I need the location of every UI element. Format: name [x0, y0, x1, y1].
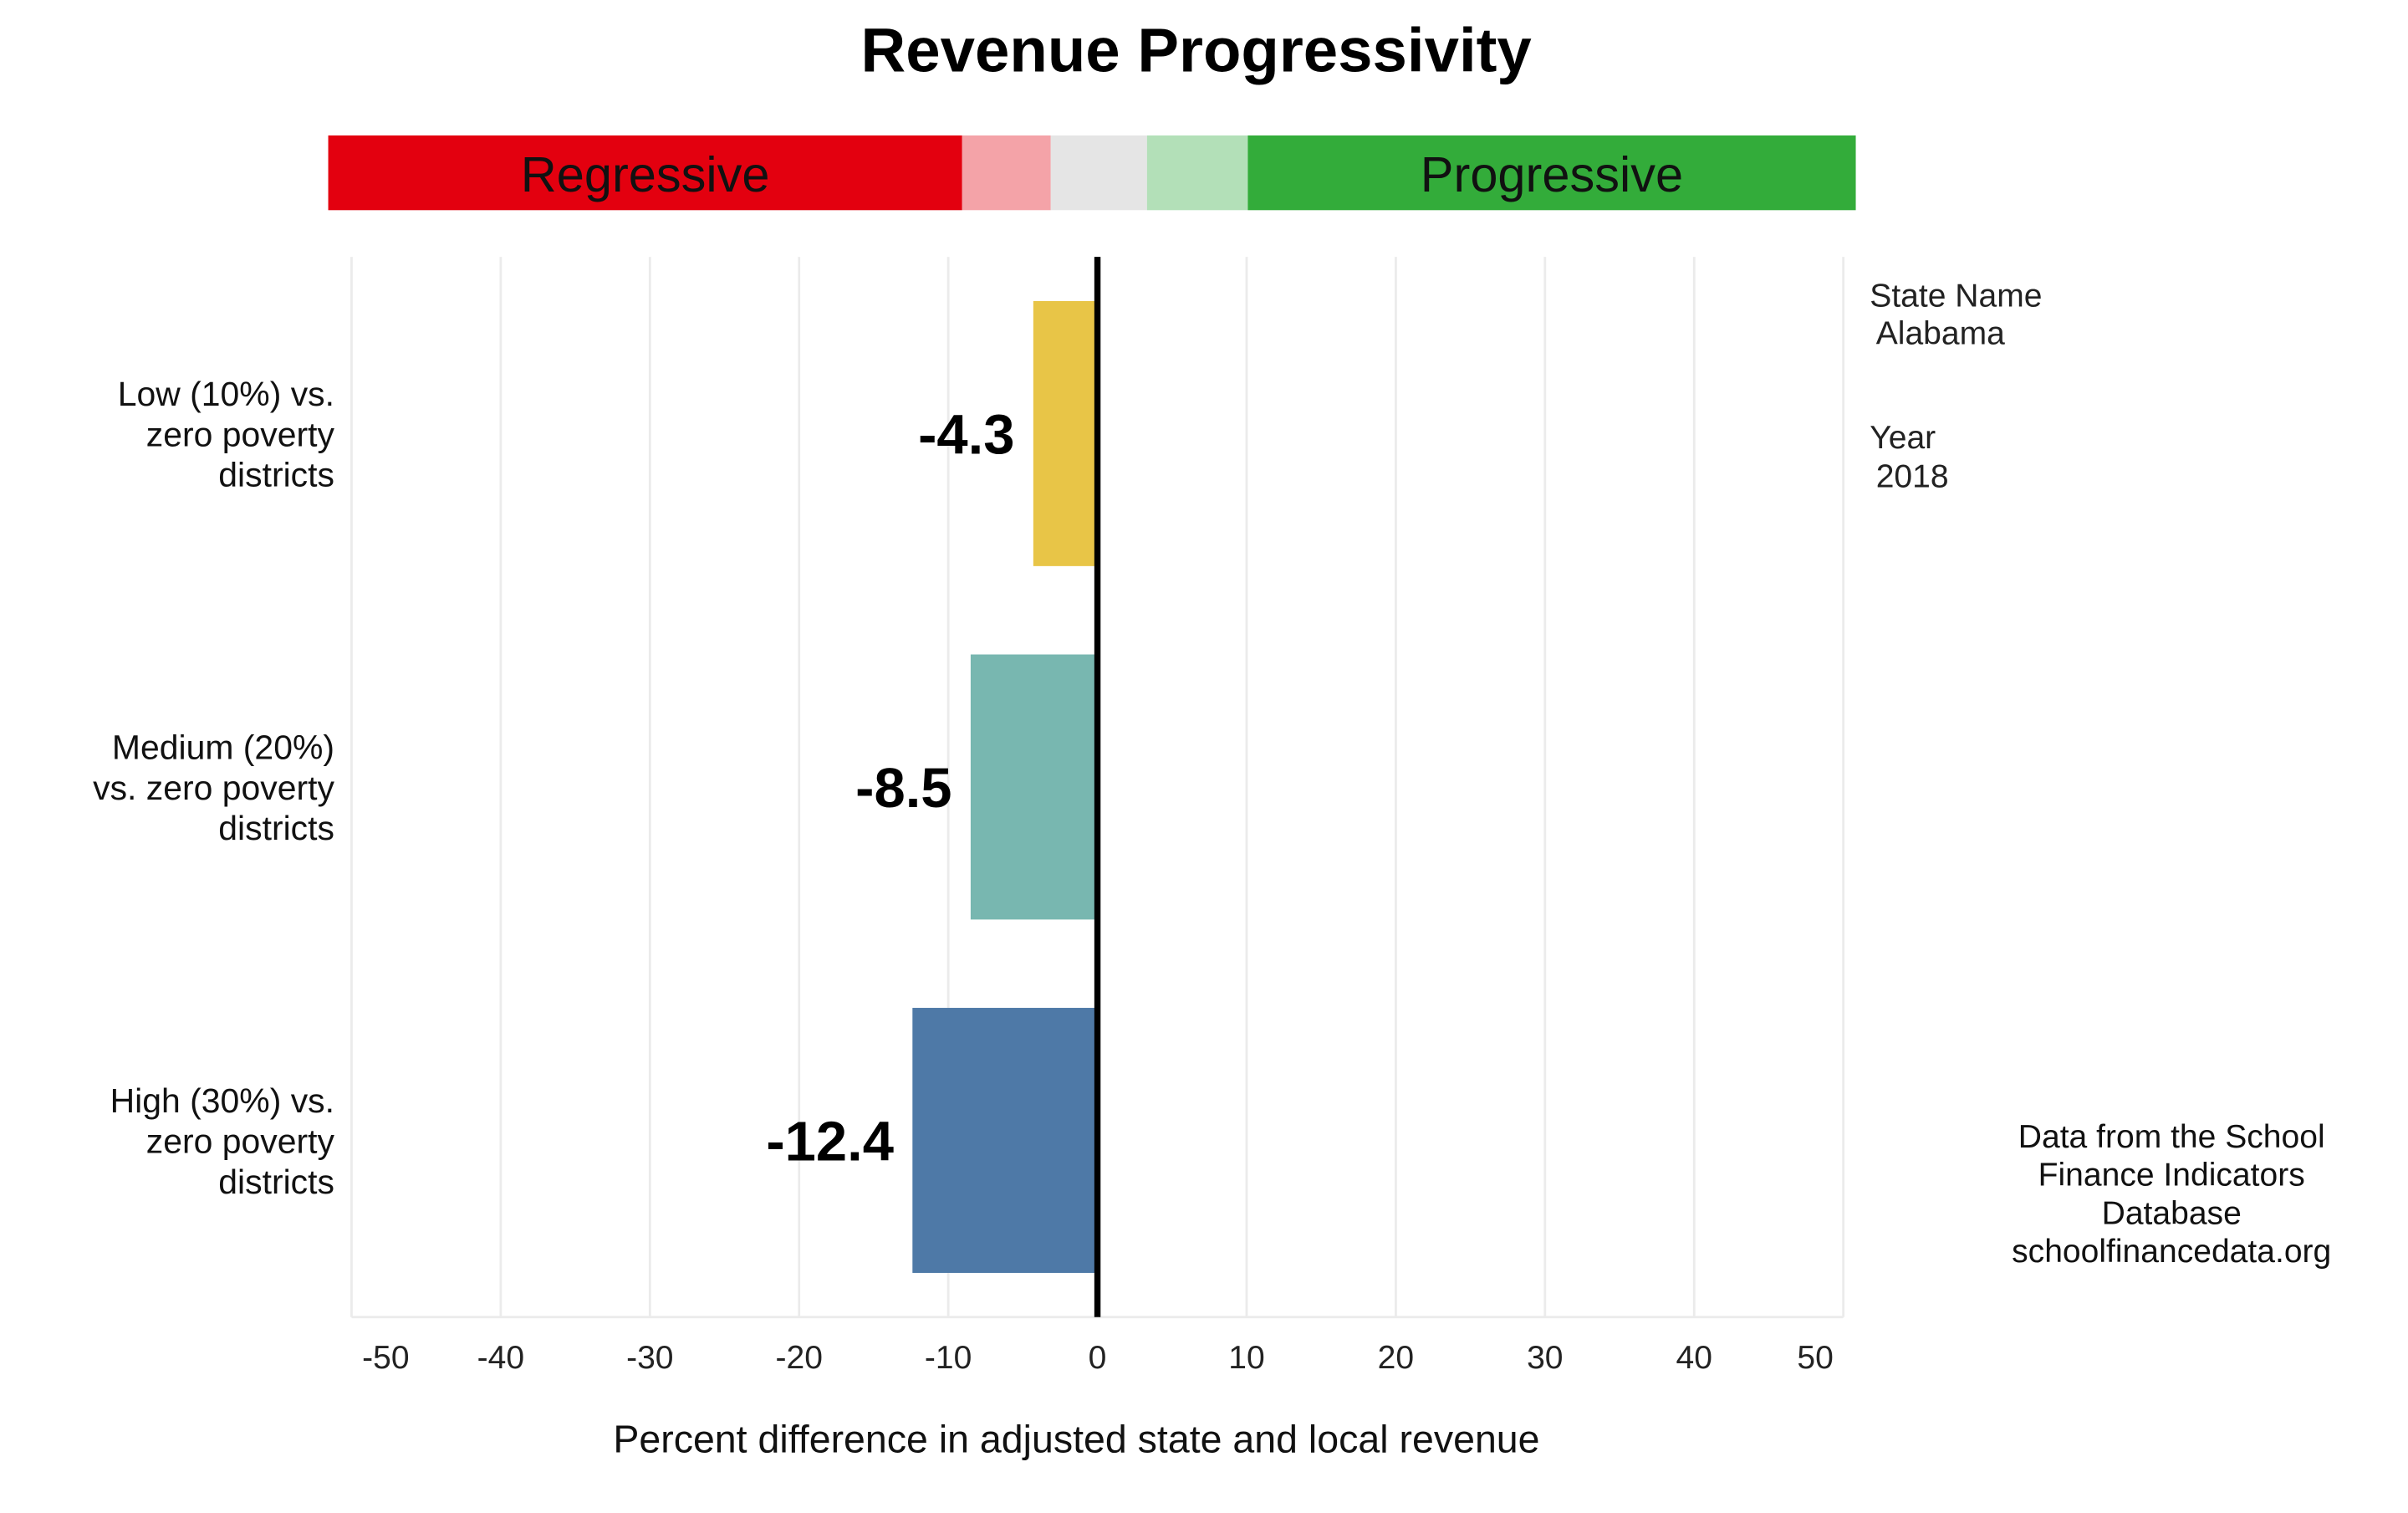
category-label-0-line-2: districts [218, 456, 334, 494]
x-tick-label-40: 40 [1676, 1340, 1712, 1376]
bars-group: -4.3 -8.5 -12.4 [766, 300, 1098, 1273]
x-tick-label--10: -10 [925, 1340, 972, 1376]
x-tick-label--30: -30 [626, 1340, 673, 1376]
bar-value-label-2: -12.4 [766, 1111, 894, 1173]
category-label-1-line-0: Medium (20%) [112, 728, 334, 766]
bar-1 [970, 654, 1098, 920]
x-tick-label-0: 0 [1089, 1340, 1107, 1376]
source-line-0: Data from the School [2018, 1119, 2325, 1155]
category-label-2-line-0: High (30%) vs. [110, 1081, 334, 1120]
bar-0 [1033, 300, 1098, 566]
bar-value-label-0: -4.3 [918, 404, 1014, 467]
category-label-0-line-1: zero poverty [146, 415, 335, 453]
category-labels: Low (10%) vs.zero povertydistrictsMedium… [93, 375, 334, 1201]
x-tick-label-50: 50 [1797, 1340, 1833, 1376]
scale-segment-3 [1146, 135, 1248, 211]
source-line-1: Finance Indicators [2038, 1158, 2305, 1194]
source-line-2: Database [2102, 1195, 2242, 1231]
scale-segment-2 [1050, 135, 1147, 211]
year-label: Year [1870, 420, 1936, 456]
x-tick-label-20: 20 [1378, 1340, 1414, 1376]
x-tick-label--40: -40 [477, 1340, 524, 1376]
category-label-2-line-2: districts [218, 1163, 334, 1201]
side-info-panel: State Name Alabama Year 2018 [1870, 279, 2042, 495]
x-tick-label-30: 30 [1527, 1340, 1563, 1376]
source-line-3: schoolfinancedata.org [2012, 1234, 2331, 1270]
bar-value-label-1: -8.5 [855, 757, 951, 820]
category-label-0-line-0: Low (10%) vs. [118, 375, 334, 413]
x-axis-label: Percent difference in adjusted state and… [613, 1418, 1539, 1461]
state-name-value: Alabama [1876, 315, 2005, 351]
scale-segment-0 [328, 135, 962, 211]
regressive-label: Regressive [521, 146, 770, 202]
scale-segment-4 [1247, 135, 1856, 211]
progressive-label: Progressive [1421, 146, 1683, 202]
category-label-1-line-1: vs. zero poverty [93, 769, 334, 807]
x-tick-label--20: -20 [775, 1340, 822, 1376]
bar-2 [912, 1008, 1098, 1273]
x-tick-label-10: 10 [1228, 1340, 1264, 1376]
category-label-1-line-2: districts [218, 809, 334, 847]
scale-segment-1 [962, 135, 1051, 211]
x-tick-label--50: -50 [362, 1340, 409, 1376]
x-axis-tick-labels: -50 -40 -30 -20 -10 0 10 20 30 40 50 [362, 1340, 1834, 1376]
year-value: 2018 [1876, 459, 1949, 495]
state-name-label: State Name [1870, 279, 2042, 314]
progressivity-scale-bar: Regressive Progressive [328, 135, 1856, 211]
category-label-2-line-1: zero poverty [146, 1122, 335, 1160]
chart-title: Revenue Progressivity [861, 16, 1532, 85]
